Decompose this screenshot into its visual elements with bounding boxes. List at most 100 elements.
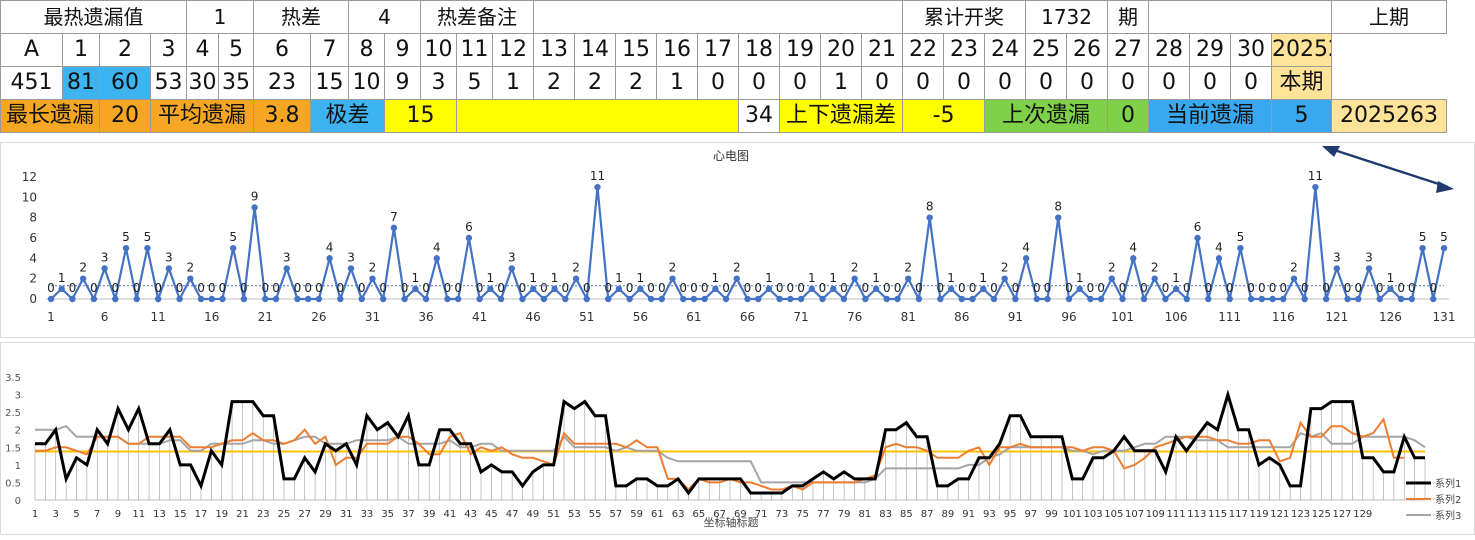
- data-point: [819, 295, 826, 303]
- data-point: [1183, 295, 1191, 303]
- data-label: 4: [326, 240, 334, 254]
- count-cell: 34: [738, 99, 781, 133]
- omission-value: 53: [150, 66, 187, 100]
- data-point: [47, 295, 55, 303]
- data-label: 0: [1012, 281, 1020, 295]
- data-point: [722, 295, 730, 303]
- data-label: 0: [358, 281, 366, 295]
- data-point: [583, 295, 590, 303]
- data-label: 1: [487, 271, 495, 285]
- data-label: 0: [197, 281, 205, 295]
- data-label: 1: [412, 271, 420, 285]
- omission-value: 81: [62, 66, 100, 100]
- x-tick-label: 81: [858, 509, 871, 520]
- cumulative-value: 1732: [1025, 0, 1109, 34]
- data-point: [58, 285, 65, 293]
- series-chart[interactable]: 0 0.5 1 1.5 2 2.5 3 3.5 1 3 5 7 9 11 13 15 17 19 21 23 25 27 2…: [0, 342, 1475, 535]
- y-tick-label: 2: [15, 426, 21, 437]
- data-label: 0: [476, 281, 484, 295]
- omission-value: 35: [217, 66, 255, 100]
- data-point: [369, 275, 376, 282]
- x-tick-label: 51: [579, 310, 594, 324]
- x-tick-label: 97: [1024, 509, 1037, 520]
- data-label: 2: [369, 261, 377, 275]
- data-point: [1172, 285, 1180, 293]
- x-tick-label: 63: [672, 509, 685, 520]
- y-tick-label: 1: [15, 461, 21, 472]
- column-number: 18: [738, 33, 781, 67]
- data-point: [1226, 295, 1233, 303]
- column-label-a: A: [0, 33, 63, 67]
- x-tick-label: 107: [1125, 509, 1144, 520]
- column-number: 26: [1066, 33, 1109, 67]
- column-number: 14: [574, 33, 617, 67]
- x-tick-label: 87: [921, 509, 934, 520]
- data-point: [1376, 295, 1383, 303]
- data-point: [1408, 295, 1416, 303]
- x-tick-label: 77: [817, 509, 830, 520]
- data-label: 4: [1215, 240, 1223, 254]
- data-point: [454, 295, 462, 303]
- data-point: [176, 295, 183, 303]
- x-tick-label: 91: [962, 509, 975, 520]
- data-point: [165, 265, 173, 272]
- data-point: [1344, 295, 1351, 303]
- data-point: [1387, 285, 1394, 293]
- data-point: [240, 295, 248, 303]
- data-point: [187, 275, 194, 282]
- data-label: 3: [165, 251, 173, 265]
- data-label: 0: [154, 281, 162, 295]
- data-label: 8: [926, 200, 934, 214]
- data-point: [101, 265, 108, 272]
- data-label: 0: [240, 281, 248, 295]
- y-tick-label: 4: [29, 251, 37, 265]
- column-number: 11: [456, 33, 494, 67]
- ecg-chart[interactable]: 心电图 0 2 4 6 8 10 12 0 1 0 2 0 3 0 5 0 5 0 3 0 2 0 0 0 5 0 9 0 0 3 0 0 0 4 0…: [0, 142, 1475, 338]
- data-label: 2: [1151, 261, 1159, 275]
- data-point: [615, 285, 623, 293]
- x-tick-label: 115: [1208, 509, 1227, 520]
- omission-value: 0: [984, 66, 1027, 100]
- x-tick-label: 117: [1229, 509, 1248, 520]
- data-point: [626, 295, 633, 303]
- data-point: [980, 285, 987, 293]
- data-point: [937, 295, 944, 303]
- data-label: 0: [1247, 281, 1255, 295]
- data-point: [840, 295, 848, 303]
- data-label: 0: [497, 281, 505, 295]
- data-label: 4: [1129, 240, 1137, 254]
- data-label: 2: [904, 261, 912, 275]
- x-tick-label: 47: [506, 509, 519, 520]
- x-tick-label: 61: [651, 509, 664, 520]
- data-point: [637, 285, 644, 293]
- data-point: [315, 295, 323, 303]
- current-period-label: 本期: [1271, 66, 1333, 100]
- data-point: [1205, 295, 1212, 303]
- data-label: 0: [1397, 281, 1405, 295]
- data-point: [905, 275, 912, 282]
- data-point: [1312, 183, 1319, 191]
- data-label: 0: [422, 281, 430, 295]
- column-number: 19: [779, 33, 822, 67]
- data-label: 0: [787, 281, 795, 295]
- data-label: 0: [562, 281, 570, 295]
- data-label: 0: [840, 281, 848, 295]
- data-label: 0: [261, 281, 269, 295]
- omission-value: 30: [186, 66, 219, 100]
- hot-diff-value: 4: [348, 0, 422, 34]
- data-point: [337, 295, 344, 303]
- data-label: 0: [658, 281, 666, 295]
- data-label: 0: [454, 281, 462, 295]
- data-point: [1097, 295, 1105, 303]
- data-point: [1033, 295, 1041, 303]
- data-label: 0: [1044, 281, 1052, 295]
- data-label: 0: [304, 281, 312, 295]
- data-point: [733, 275, 740, 282]
- data-label: 1: [58, 271, 66, 285]
- legend-label: 系列3: [1435, 509, 1461, 522]
- x-tick-label: 67: [713, 509, 726, 520]
- x-tick-label: 21: [236, 509, 249, 520]
- x-tick-label: 89: [941, 509, 954, 520]
- empty-cell: [1148, 0, 1333, 34]
- omission-value-row: 451 81 60 53 30 35 23 15 10 9 3 5 1 2 2 2 1 0 0 0 1 0 0 0 0 0 0 0 0 0…: [0, 66, 1447, 100]
